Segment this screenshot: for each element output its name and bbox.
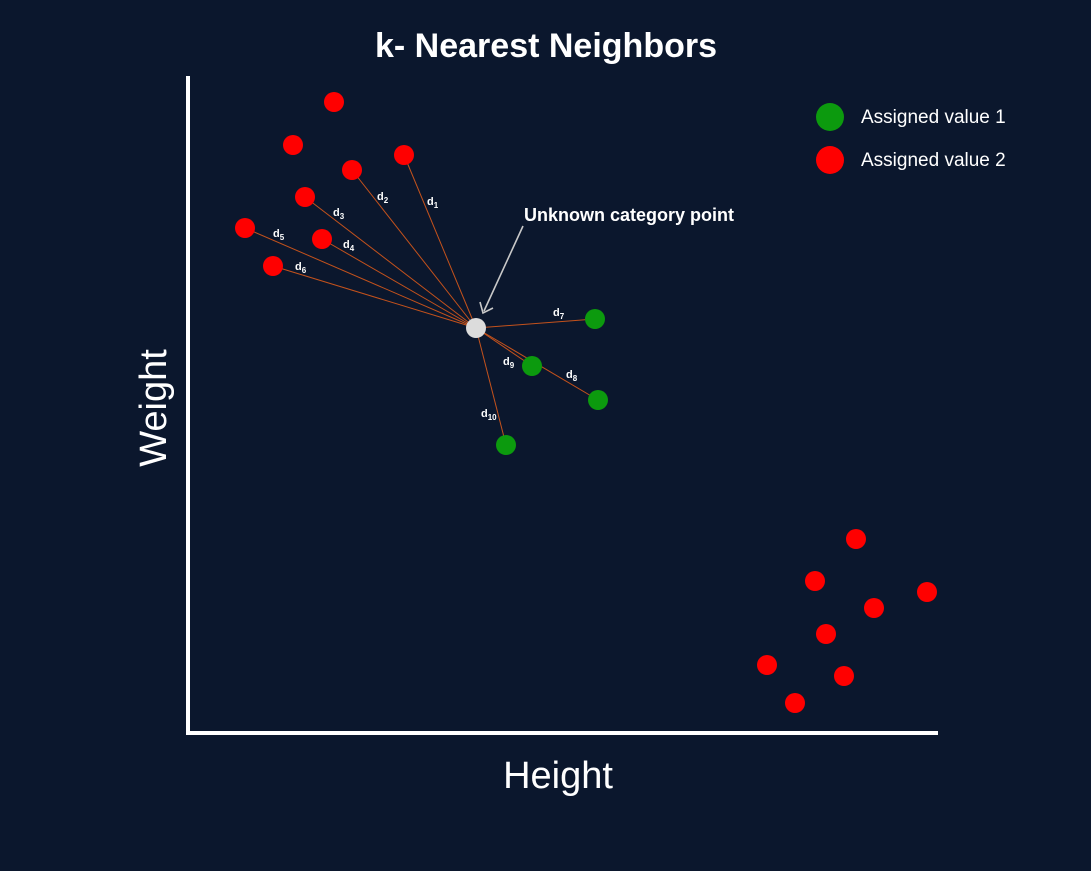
legend-marker-value-2 [816, 146, 844, 174]
red-point [864, 598, 884, 618]
distance-label-base: d [377, 191, 384, 203]
data-points [235, 92, 937, 713]
red-point [394, 145, 414, 165]
distance-label-d10: d10 [481, 408, 497, 422]
distance-label-d9: d9 [503, 356, 515, 370]
legend-label-value-2: Assigned value 2 [861, 150, 1006, 171]
red-point [295, 187, 315, 207]
red-point [785, 693, 805, 713]
legend-label-value-1: Assigned value 1 [861, 107, 1006, 128]
distance-label-base: d [427, 196, 434, 208]
distance-line [351, 169, 477, 329]
red-point [816, 624, 836, 644]
red-point [235, 218, 255, 238]
distance-label-d2: d2 [377, 191, 389, 205]
red-point [312, 229, 332, 249]
distance-label-subscript: 8 [573, 374, 578, 383]
distance-label-subscript: 3 [340, 212, 345, 221]
distance-label-base: d [481, 408, 488, 420]
distance-label-subscript: 6 [302, 266, 307, 275]
diagram-title: k- Nearest Neighbors [375, 27, 717, 65]
distance-line [475, 327, 533, 367]
green-point [522, 356, 542, 376]
distance-label-base: d [553, 307, 560, 319]
red-point [834, 666, 854, 686]
green-point [585, 309, 605, 329]
unknown-point-label: Unknown category point [524, 205, 734, 225]
red-point [846, 529, 866, 549]
distance-label-subscript: 1 [434, 201, 439, 210]
red-point [263, 256, 283, 276]
annotation-arrow [483, 225, 524, 312]
distance-label-d4: d4 [343, 239, 355, 253]
distance-label-d1: d1 [427, 196, 439, 210]
unknown-category-point [466, 318, 486, 338]
distance-label-subscript: 9 [510, 361, 515, 370]
red-point [342, 160, 362, 180]
distance-line [304, 196, 477, 329]
annotation-arrow-head [479, 301, 494, 315]
distance-label-d8: d8 [566, 369, 578, 383]
distance-label-subscript: 7 [560, 312, 565, 321]
red-point [283, 135, 303, 155]
distance-label-base: d [566, 369, 573, 381]
distance-line [475, 327, 507, 446]
distance-label-base: d [333, 207, 340, 219]
distance-label-d3: d3 [333, 207, 345, 221]
distance-lines [244, 154, 599, 446]
red-point [324, 92, 344, 112]
legend: Assigned value 1 Assigned value 2 [816, 103, 1006, 174]
distance-label-base: d [503, 356, 510, 368]
axes [186, 76, 938, 735]
distance-line [272, 265, 477, 329]
distance-label-base: d [295, 261, 302, 273]
distance-label-base: d [343, 239, 350, 251]
green-point [496, 435, 516, 455]
red-point [805, 571, 825, 591]
distance-label-subscript: 4 [350, 244, 355, 253]
distance-label-d7: d7 [553, 307, 565, 321]
distance-line [475, 318, 596, 329]
distance-label-subscript: 5 [280, 233, 285, 242]
distance-label-subscript: 2 [384, 196, 389, 205]
red-point [917, 582, 937, 602]
distance-line [403, 154, 477, 329]
distance-label-d5: d5 [273, 228, 285, 242]
distance-label-subscript: 10 [488, 413, 497, 422]
legend-marker-value-1 [816, 103, 844, 131]
distance-line [244, 227, 477, 329]
distance-line [321, 238, 477, 329]
red-point [757, 655, 777, 675]
unknown-point-annotation: Unknown category point [479, 205, 734, 315]
green-point [588, 390, 608, 410]
y-axis-label: Weight [133, 349, 175, 467]
x-axis-label: Height [503, 755, 613, 797]
distance-label-base: d [273, 228, 280, 240]
distance-label-d6: d6 [295, 261, 307, 275]
